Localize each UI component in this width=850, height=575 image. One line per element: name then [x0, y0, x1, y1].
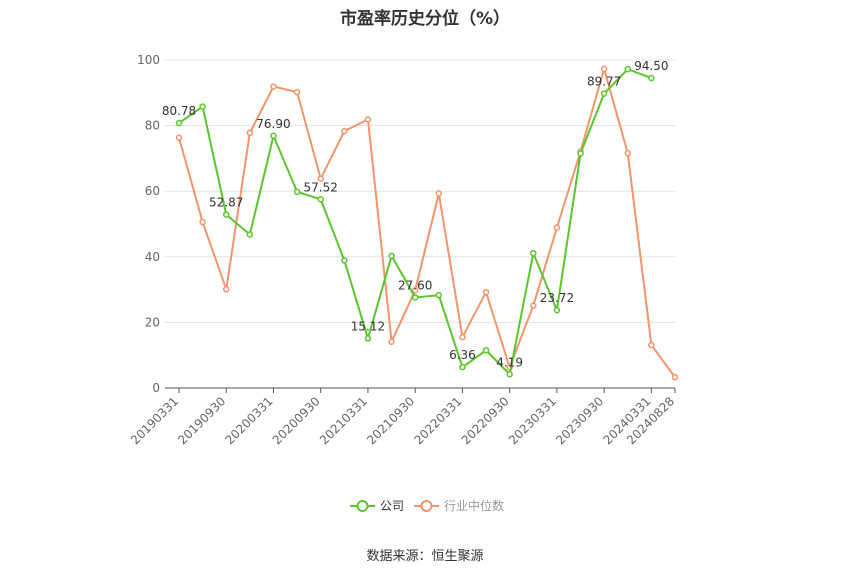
legend[interactable]: 公司 行业中位数	[350, 498, 504, 513]
data-point[interactable]	[341, 257, 348, 264]
data-point[interactable]	[530, 302, 537, 309]
data-point[interactable]	[222, 211, 230, 218]
source-note: 数据来源：恒生聚源	[366, 549, 484, 564]
data-labels: 80.78 52.87 76.90 57.52 15.12 27.60 6.36 4.19 23…	[162, 59, 669, 369]
y-tick-label: 0	[152, 381, 160, 395]
data-point[interactable]	[624, 65, 632, 73]
data-point[interactable]	[199, 103, 206, 110]
data-point[interactable]	[530, 249, 537, 257]
data-label: 52.87	[209, 196, 243, 210]
data-point[interactable]	[482, 288, 490, 296]
data-point[interactable]	[341, 127, 348, 135]
data-point[interactable]	[293, 188, 301, 196]
x-tick-label: 20230930	[553, 394, 606, 447]
x-tick-label: 20190930	[175, 394, 228, 447]
data-point[interactable]	[648, 74, 655, 82]
x-tick-label: 20200930	[270, 394, 323, 447]
data-point[interactable]	[246, 129, 254, 137]
data-label: 94.50	[634, 59, 668, 73]
data-point[interactable]	[459, 333, 466, 341]
legend-item-1[interactable]: 行业中位数	[414, 498, 504, 513]
data-point[interactable]	[175, 134, 183, 141]
data-point[interactable]	[553, 306, 561, 314]
chart-title: 市盈率历史分位（%）	[339, 9, 511, 29]
data-point[interactable]	[388, 252, 395, 260]
data-point[interactable]	[648, 341, 655, 349]
legend-marker	[420, 500, 433, 512]
data-point[interactable]	[175, 119, 183, 127]
y-tick-label: 80	[145, 119, 160, 133]
data-point[interactable]	[270, 132, 277, 140]
legend-marker	[356, 500, 369, 512]
data-label: 76.90	[256, 117, 290, 131]
line-chart: 0 20 40 60 80 100 2019033120190930202003312020…	[128, 53, 679, 513]
data-label: 15.12	[351, 319, 385, 333]
data-point[interactable]	[246, 231, 254, 238]
x-tick-label: 20230331	[506, 394, 559, 447]
data-point[interactable]	[435, 291, 443, 299]
data-label: 80.78	[162, 104, 196, 118]
data-label: 23.72	[540, 291, 574, 305]
y-tick-label: 40	[145, 250, 160, 264]
x-tick-label: 20210331	[317, 394, 370, 447]
data-point[interactable]	[624, 149, 632, 157]
data-point[interactable]	[411, 287, 419, 294]
y-tick-label: 100	[137, 53, 160, 67]
data-point[interactable]	[199, 218, 206, 226]
legend-label: 公司	[380, 499, 404, 513]
data-point[interactable]	[459, 363, 466, 371]
series-line-1	[178, 65, 676, 378]
data-point[interactable]	[317, 196, 324, 203]
data-point[interactable]	[293, 88, 301, 96]
series	[175, 65, 679, 381]
legend-item-0[interactable]: 公司	[350, 499, 404, 513]
x-tick-label: 20220930	[459, 394, 512, 447]
data-point[interactable]	[600, 65, 608, 73]
data-point[interactable]	[364, 335, 372, 342]
legend-label: 行业中位数	[444, 498, 504, 513]
data-point[interactable]	[671, 373, 679, 381]
x-tick-label: 20210930	[364, 394, 417, 447]
data-point[interactable]	[435, 190, 443, 197]
data-label: 4.19	[496, 355, 523, 369]
x-tick-label: 20200331	[223, 394, 276, 447]
data-label: 27.60	[398, 278, 432, 292]
data-point[interactable]	[222, 286, 230, 293]
axes: 0 20 40 60 80 100 2019033120190930202003312020…	[128, 53, 677, 447]
data-point[interactable]	[364, 116, 372, 123]
data-point[interactable]	[600, 90, 608, 97]
grid	[165, 59, 675, 323]
data-point[interactable]	[482, 347, 490, 354]
data-label: 89.77	[587, 75, 621, 89]
data-point[interactable]	[270, 83, 277, 90]
data-point[interactable]	[553, 224, 561, 231]
data-point[interactable]	[411, 294, 419, 301]
x-tick-label: 20220331	[411, 394, 464, 447]
data-point[interactable]	[388, 338, 395, 346]
data-label: 6.36	[449, 348, 476, 362]
data-point[interactable]	[577, 150, 584, 157]
series-line-0	[178, 68, 652, 377]
x-tick-label: 20190331	[128, 394, 181, 447]
y-tick-label: 20	[145, 315, 160, 329]
y-tick-label: 60	[145, 184, 160, 198]
data-label: 57.52	[304, 180, 338, 194]
data-point[interactable]	[506, 371, 513, 378]
data-point[interactable]	[317, 175, 324, 182]
